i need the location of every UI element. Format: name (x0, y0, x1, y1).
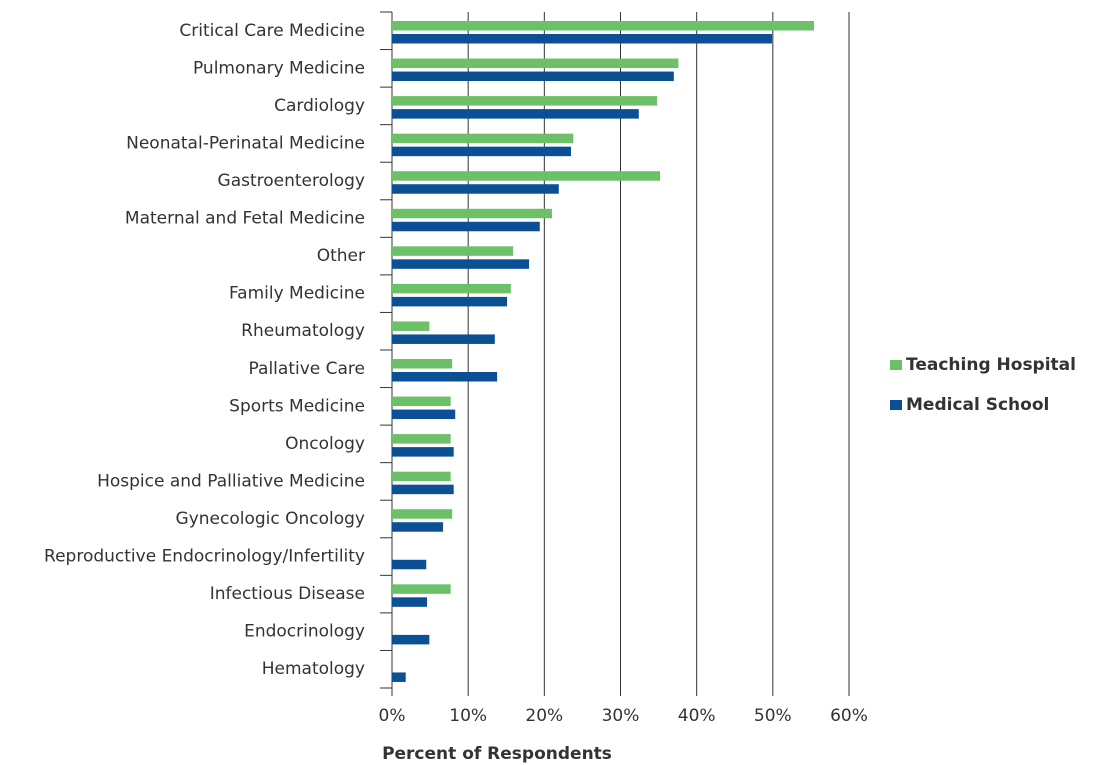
bar (392, 133, 574, 144)
bar (392, 184, 559, 194)
y-tick-label: Critical Care Medicine (179, 21, 365, 41)
bar (392, 409, 456, 420)
bar (392, 34, 773, 44)
y-tick-label: Pallative Care (249, 359, 365, 379)
y-tick-label: Infectious Disease (210, 584, 365, 604)
bar (392, 71, 674, 82)
y-tick-label: Reproductive Endocrinology/Infertility (44, 547, 365, 567)
bar (392, 672, 406, 682)
bar (392, 359, 453, 369)
bar (392, 559, 427, 570)
y-tick-label: Gastroenterology (218, 171, 365, 191)
bar (392, 396, 451, 407)
bar (392, 334, 495, 344)
y-tick-label: Neonatal-Perinatal Medicine (126, 133, 365, 153)
bar (392, 96, 658, 106)
x-tick-label: 20% (525, 706, 563, 726)
bar (392, 597, 428, 607)
y-tick-label: Pulmonary Medicine (193, 58, 365, 78)
legend-label: Teaching Hospital (906, 355, 1076, 375)
y-tick-label: Oncology (285, 434, 365, 454)
y-tick-label: Maternal and Fetal Medicine (125, 209, 365, 229)
bar (392, 296, 508, 307)
bar (392, 447, 454, 457)
y-tick-label: Other (317, 246, 365, 266)
bar (392, 146, 571, 157)
legend-label: Medical School (906, 395, 1049, 415)
y-tick-label: Gynecologic Oncology (176, 509, 365, 529)
y-tick-label: Cardiology (274, 96, 365, 116)
bar (392, 434, 451, 444)
y-tick-label: Hospice and Palliative Medicine (97, 471, 365, 491)
bar (392, 58, 679, 69)
x-axis-label: Percent of Respondents (382, 744, 612, 764)
y-tick-label: Hematology (262, 659, 365, 679)
bar (392, 634, 430, 645)
y-tick-label: Sports Medicine (229, 396, 365, 416)
bar (392, 283, 511, 294)
bar (392, 208, 552, 219)
bar (392, 109, 639, 119)
bar (392, 321, 430, 331)
bar (392, 509, 453, 519)
bar (392, 246, 514, 256)
y-tick-label: Family Medicine (229, 284, 365, 304)
bar (392, 522, 444, 532)
x-tick-label: 0% (379, 706, 406, 726)
y-tick-label: Rheumatology (241, 321, 365, 341)
x-tick-label: 60% (830, 706, 868, 726)
bar (392, 471, 451, 482)
bar (392, 259, 530, 269)
bar (392, 171, 661, 181)
bar (392, 484, 454, 495)
y-tick-label: Endocrinology (244, 622, 365, 642)
bar (392, 584, 451, 594)
legend-swatch (890, 400, 902, 410)
bar (392, 221, 540, 232)
x-tick-label: 30% (602, 706, 640, 726)
x-tick-label: 10% (449, 706, 487, 726)
x-tick-label: 40% (678, 706, 716, 726)
bar (392, 372, 498, 382)
x-tick-label: 50% (754, 706, 792, 726)
legend-swatch (890, 360, 902, 370)
bar (392, 21, 814, 31)
